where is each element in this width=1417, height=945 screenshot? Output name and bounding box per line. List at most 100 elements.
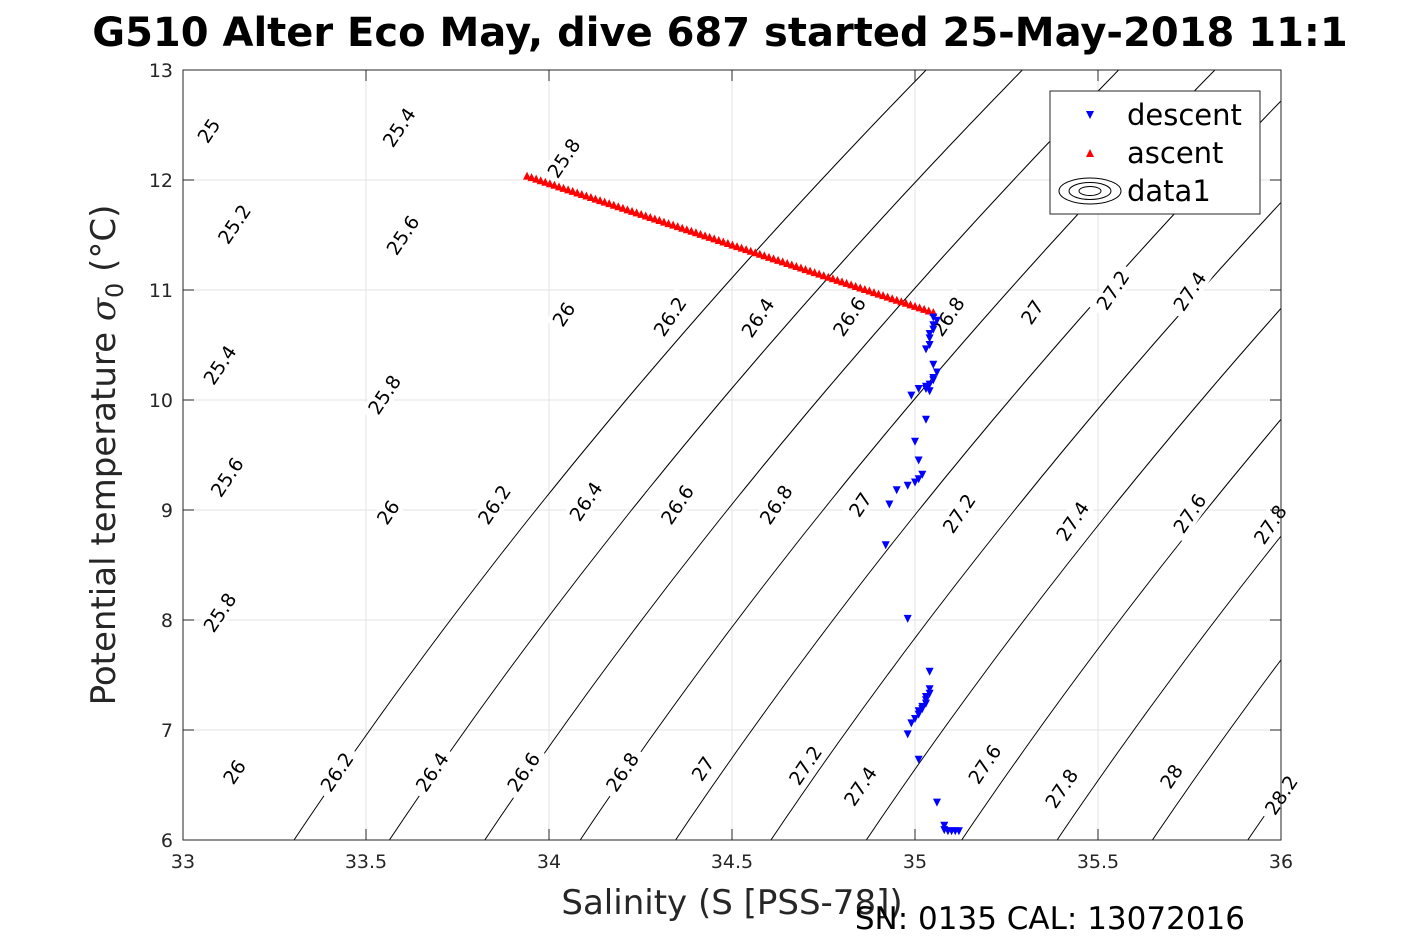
isopycnal-line xyxy=(388,70,1024,840)
descent-point xyxy=(918,470,927,479)
ascent-point xyxy=(892,295,901,304)
ascent-point xyxy=(847,280,856,289)
ascent-point xyxy=(641,211,650,220)
contour-label-bg xyxy=(499,743,548,801)
descent-point xyxy=(921,699,930,708)
isopycnal-line xyxy=(484,70,1120,840)
descent-point xyxy=(925,334,934,343)
descent-point xyxy=(921,385,930,393)
ascent-point xyxy=(920,304,929,313)
x-tick-label: 34 xyxy=(537,851,561,873)
legend: descent ascent data1 xyxy=(1049,90,1261,215)
descent-point xyxy=(918,705,927,714)
descent-point xyxy=(914,475,923,484)
ascent-point xyxy=(618,203,627,212)
y-tick-label: 13 xyxy=(149,60,173,82)
x-axis-ticks: 33 33.5 34 34.5 35 35.5 36 xyxy=(171,70,1293,873)
descent-point xyxy=(903,730,912,739)
ascent-point xyxy=(764,252,773,261)
contour-label-bg xyxy=(1165,262,1214,320)
contour-label-bg xyxy=(652,475,702,534)
ascent-point xyxy=(714,235,723,244)
contour-label-bg xyxy=(1037,759,1086,817)
ascent-point xyxy=(911,301,920,310)
descent-point xyxy=(914,385,923,393)
contour-label-bg xyxy=(561,472,610,530)
y-axis-label-unit: (°C) xyxy=(84,205,124,283)
ascent-point xyxy=(586,193,595,202)
isopycnal-line xyxy=(770,201,1281,840)
x-tick-label: 34.5 xyxy=(711,851,753,873)
y-axis-ticks: 6 7 8 9 10 11 12 13 xyxy=(149,60,1281,852)
ascent-point xyxy=(796,263,805,272)
contour-label-bg xyxy=(209,195,259,253)
ascent-point xyxy=(783,258,792,267)
contour-label-bg xyxy=(842,485,878,524)
x-tick-label: 33.5 xyxy=(345,851,387,873)
ascent-point xyxy=(733,242,742,251)
y-tick-label: 7 xyxy=(161,720,173,742)
ascent-point xyxy=(669,220,678,229)
descent-point xyxy=(932,368,941,377)
x-tick-label: 35 xyxy=(903,851,927,873)
descent-point xyxy=(925,667,934,676)
ascent-point xyxy=(541,177,550,186)
ascent-point xyxy=(632,208,641,217)
ascent-point xyxy=(582,191,591,200)
contour-label-bg xyxy=(374,98,424,156)
descent-point xyxy=(929,376,938,385)
y-axis-label-subscript: 0 xyxy=(101,283,129,298)
ascent-point xyxy=(573,188,582,197)
descent-point xyxy=(914,456,923,465)
descent-point xyxy=(892,486,901,495)
contour-label-bg xyxy=(645,287,695,345)
descent-point xyxy=(921,415,930,424)
ascent-point xyxy=(801,265,810,274)
contour-label-bg xyxy=(378,206,427,264)
legend-ascent-marker xyxy=(1086,149,1094,157)
ascent-point xyxy=(655,216,664,225)
y-tick-label: 12 xyxy=(149,170,173,192)
isopycnal-line xyxy=(1328,48,1417,862)
descent-point xyxy=(929,325,938,334)
contour-label-bg xyxy=(545,295,582,334)
ascent-point xyxy=(883,292,892,301)
ascent-point xyxy=(755,249,764,258)
y-axis-label-main: Potential temperature xyxy=(84,321,124,705)
ascent-point xyxy=(545,179,554,188)
descent-point xyxy=(925,330,934,338)
contour-label-bg xyxy=(216,752,252,791)
x-axis-label: Salinity (S [PSS-78]) xyxy=(561,883,902,923)
isopycnal-line xyxy=(293,70,927,840)
descent-point xyxy=(932,798,941,807)
y-axis-label-symbol: σ xyxy=(84,297,124,321)
ascent-point xyxy=(705,232,714,241)
isopycnal-line xyxy=(961,418,1281,840)
ascent-point xyxy=(769,254,778,263)
ascent-point xyxy=(605,199,614,208)
ascent-point xyxy=(564,185,573,194)
y-axis-label: Potential temperature σ0 (°C) xyxy=(84,205,129,706)
contour-label-bg xyxy=(934,484,984,542)
contour-label-bg xyxy=(312,743,361,801)
chart-title: G510 Alter Eco May, dive 687 started 25-… xyxy=(92,10,1348,56)
contour-label-bg xyxy=(1165,484,1214,542)
contour-label-bg xyxy=(202,448,252,506)
contour-label-bg xyxy=(190,111,227,150)
ascent-point xyxy=(915,303,924,312)
ascent-point xyxy=(897,297,906,306)
ascent-point xyxy=(550,180,559,189)
ascent-point xyxy=(673,222,682,231)
ascent-point xyxy=(760,251,769,260)
ascent-point xyxy=(833,275,842,284)
ascent-point xyxy=(906,300,915,309)
ascent-point xyxy=(774,255,783,264)
descent-point xyxy=(940,821,949,830)
descent-series xyxy=(881,313,963,836)
ascent-point xyxy=(869,288,878,297)
descent-point xyxy=(881,541,890,550)
ascent-point xyxy=(728,240,737,249)
descent-point xyxy=(911,478,919,487)
contour-label-bg xyxy=(469,475,519,534)
